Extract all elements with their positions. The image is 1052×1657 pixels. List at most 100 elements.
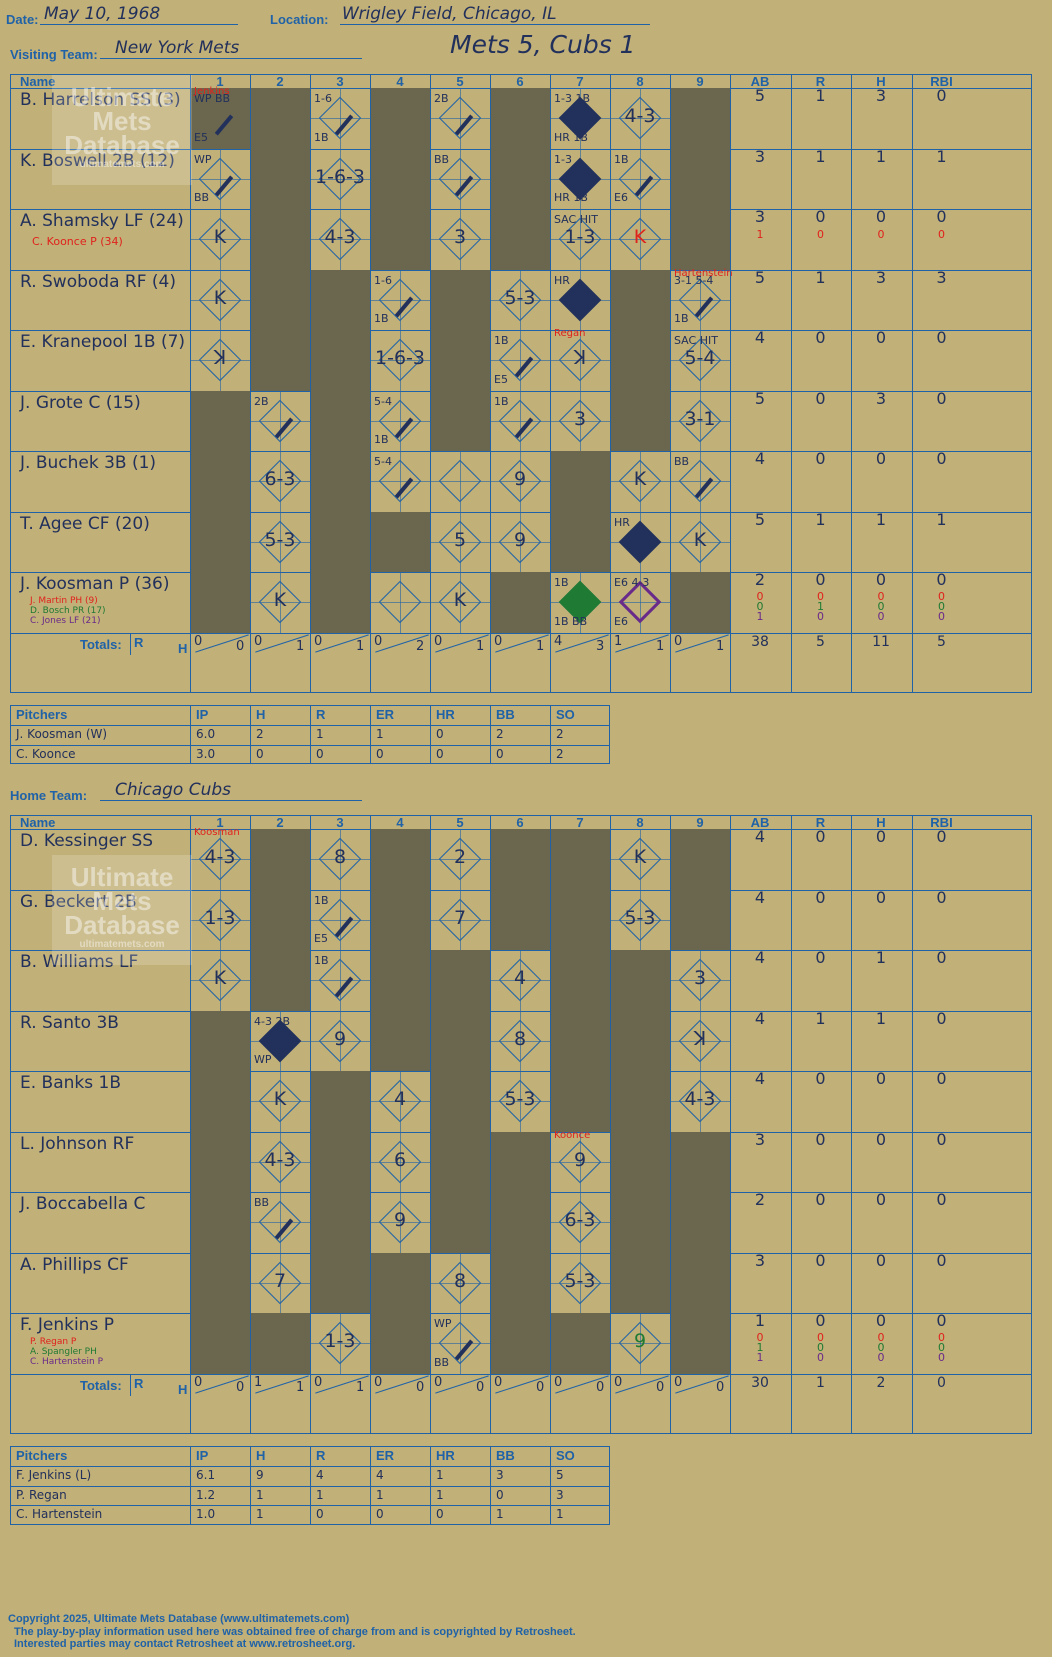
h-cell-hline bbox=[250, 1282, 310, 1284]
h-cell-hline bbox=[550, 1161, 610, 1163]
h-shaded-cell bbox=[190, 1071, 250, 1132]
h-sub-stat: 0 bbox=[938, 1331, 945, 1344]
v-pvline bbox=[250, 705, 251, 764]
v-shaded-cell bbox=[370, 88, 430, 149]
h-cell-hline bbox=[310, 859, 370, 861]
v-player-name: R. Swoboda RF (4) bbox=[20, 271, 176, 292]
v-total-rbi: 5 bbox=[937, 633, 946, 650]
h-pitcher-name: F. Jenkins (L) bbox=[16, 1468, 92, 1482]
h-pvline bbox=[250, 1446, 251, 1525]
v-play-note: BB bbox=[434, 152, 450, 166]
game-date: May 10, 1968 bbox=[44, 4, 161, 24]
v-stat-h: 3 bbox=[875, 388, 887, 408]
h-shaded-cell bbox=[490, 1192, 550, 1253]
v-play-note: 2B bbox=[434, 92, 449, 105]
v-pcol-hr: HR bbox=[436, 707, 455, 722]
h-pitcher-stat: 3 bbox=[496, 1468, 504, 1482]
v-shaded-cell bbox=[310, 451, 370, 512]
v-play-result: 3 bbox=[453, 226, 467, 249]
h-inning-runs: 0 bbox=[494, 1374, 503, 1390]
v-shaded-cell bbox=[310, 511, 370, 572]
v-pitcher-stat: 2 bbox=[496, 727, 504, 741]
h-play-note: 1B bbox=[314, 893, 329, 907]
h-cell-hline bbox=[670, 1040, 730, 1042]
h-vline bbox=[490, 815, 491, 1434]
v-stat-ab: 5 bbox=[754, 86, 766, 105]
h-inning-hits: 1 bbox=[356, 1379, 365, 1395]
v-shaded-cell bbox=[430, 269, 490, 330]
v-row-line bbox=[10, 330, 1032, 331]
v-play-note: E6 bbox=[614, 614, 628, 628]
v-shaded-cell bbox=[370, 511, 430, 572]
v-totals-label: Totals: bbox=[80, 636, 122, 652]
v-cell-hline bbox=[490, 481, 550, 483]
v-inning-runs: 0 bbox=[254, 633, 263, 649]
v-pvline bbox=[190, 705, 191, 764]
h-shaded-cell bbox=[430, 1071, 490, 1132]
h-inning-hits: 0 bbox=[656, 1379, 665, 1395]
v-cell-hline bbox=[430, 541, 490, 543]
v-row-line bbox=[10, 632, 1032, 634]
v-cell-hline bbox=[190, 299, 250, 301]
v-play-result: 6-3 bbox=[264, 468, 296, 491]
v-col-inning-8: 8 bbox=[636, 74, 644, 89]
h-player-name: F. Jenkins P bbox=[20, 1315, 114, 1335]
h-play-result: 9 bbox=[573, 1148, 587, 1171]
h-player-name: B. Williams LF bbox=[20, 952, 139, 972]
v-sub-stat: 1 bbox=[756, 610, 764, 623]
v-vline bbox=[310, 74, 311, 693]
v-col-inning-2: 2 bbox=[276, 74, 284, 89]
h-shaded-cell bbox=[190, 1131, 250, 1192]
v-stat-h: 0 bbox=[875, 570, 887, 589]
v-shaded-cell bbox=[370, 209, 430, 270]
h-shaded-cell bbox=[370, 950, 430, 1011]
h-play-result: 4-3 bbox=[684, 1088, 716, 1111]
h-col-inning-9: 9 bbox=[696, 815, 704, 830]
v-pcol-ip: IP bbox=[196, 707, 209, 722]
v-cell-hline bbox=[190, 360, 250, 362]
v-cell-hline bbox=[370, 420, 430, 422]
h-sub-stat: 0 bbox=[938, 1351, 945, 1364]
h-pitcher-stat: 0 bbox=[496, 1487, 504, 1502]
h-shaded-cell bbox=[430, 1131, 490, 1192]
h-shaded-cell bbox=[550, 1313, 610, 1374]
home-scorecard: Name 1 2 3 4 5 6 7 8 9 AB R H RBI D. Kessinger SS 4 0 0 0 4… bbox=[10, 815, 1032, 1434]
v-vline bbox=[790, 74, 792, 693]
v-inning-hits: 0 bbox=[236, 638, 245, 654]
v-vline bbox=[670, 74, 671, 693]
h-totals-label: Totals: bbox=[80, 1377, 122, 1393]
v-shaded-cell bbox=[490, 148, 550, 209]
h-shaded-cell bbox=[370, 1010, 430, 1071]
v-cell-hline bbox=[190, 178, 250, 180]
ultimate-mets-logo: Ultimate Mets Database ultimatemets.com bbox=[52, 75, 192, 185]
v-play-note: 1B bbox=[374, 312, 389, 325]
v-col-inning-5: 5 bbox=[456, 74, 464, 89]
location-label: Location: bbox=[270, 12, 329, 27]
v-sub-stat: 0 bbox=[938, 228, 945, 241]
h-stat-rbi: 0 bbox=[936, 948, 947, 967]
v-pvline bbox=[430, 705, 431, 764]
h-sub-stat: 0 bbox=[817, 1341, 824, 1354]
v-cell-hline bbox=[370, 481, 430, 483]
v-stat-r: 1 bbox=[815, 86, 826, 105]
v-col-ab: AB bbox=[750, 74, 770, 89]
v-cell-hline bbox=[430, 118, 490, 120]
v-inning-runs: 0 bbox=[494, 633, 503, 649]
h-sub-stat: 0 bbox=[817, 1331, 824, 1344]
v-play-result: 4-3 bbox=[324, 226, 356, 249]
h-pitcher-stat: 1.0 bbox=[196, 1507, 216, 1521]
h-vline bbox=[790, 815, 792, 1434]
v-shaded-cell bbox=[310, 330, 370, 391]
v-sub-player: C. Jones LF (21) bbox=[30, 616, 101, 626]
v-pcol-r: R bbox=[316, 707, 326, 722]
v-inning-runs: 0 bbox=[674, 633, 683, 649]
v-stat-ab: 5 bbox=[754, 509, 766, 529]
h-play-result: 8 bbox=[333, 846, 347, 869]
h-sub-stat: 0 bbox=[938, 1341, 945, 1354]
h-sub-stat: 0 bbox=[877, 1341, 885, 1354]
h-shaded-cell bbox=[550, 950, 610, 1011]
v-rh-box bbox=[130, 632, 191, 655]
h-pvline bbox=[550, 1446, 551, 1525]
v-col-inning-9: 9 bbox=[696, 74, 704, 89]
h-pcol-ip: IP bbox=[196, 1448, 209, 1463]
